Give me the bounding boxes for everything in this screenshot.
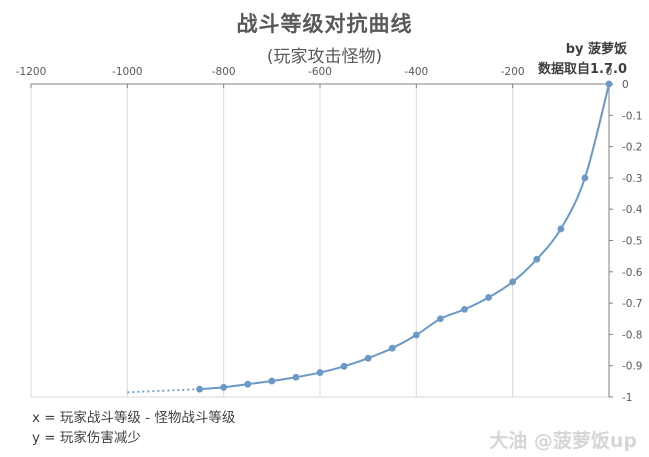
y-definition-note: y = 玩家伤害减少	[32, 430, 141, 446]
data-point	[533, 255, 541, 263]
data-point	[340, 362, 348, 370]
data-point	[461, 305, 468, 313]
axis-notes: x = 玩家战斗等级 - 怪物战斗等级 y = 玩家伤害减少	[32, 408, 235, 448]
data-point	[437, 315, 444, 323]
x-tick-label: -1000	[112, 66, 143, 78]
data-point	[388, 344, 396, 352]
x-tick-label: -1200	[16, 66, 47, 78]
x-tick-label: 0	[606, 66, 613, 78]
data-point	[316, 369, 324, 376]
data-point	[364, 354, 372, 362]
y-tick-label: -0.1	[622, 110, 643, 122]
y-tick-label: -0.5	[622, 236, 643, 248]
y-tick-label: -0.3	[622, 173, 643, 185]
data-point	[605, 80, 613, 88]
y-tick-label: -0.4	[622, 204, 643, 216]
data-point	[485, 294, 492, 301]
y-tick-label: 0	[622, 79, 629, 91]
data-point	[220, 383, 228, 391]
chart-title: 战斗等级对抗曲线	[236, 12, 413, 36]
series-line	[199, 83, 610, 391]
data-point	[581, 174, 589, 182]
y-tick-label: -0.2	[622, 142, 643, 154]
y-tick-label: -1	[622, 392, 632, 404]
author-credit: by 菠萝饭	[565, 42, 627, 57]
x-tick-label: -400	[404, 66, 428, 78]
chart-subtitle: (玩家攻击怪物)	[266, 47, 383, 67]
data-source-credit: 数据取自1.7.0	[537, 62, 627, 77]
data-point	[557, 225, 565, 233]
x-tick-label: -200	[501, 66, 525, 78]
extrapolated-line	[127, 388, 200, 394]
data-point	[268, 377, 276, 385]
y-tick-label: -0.9	[622, 361, 643, 373]
x-definition-note: x = 玩家战斗等级 - 怪物战斗等级	[32, 410, 236, 426]
data-point	[244, 380, 252, 388]
data-point	[292, 373, 300, 381]
data-point	[196, 385, 203, 393]
x-tick-label: -800	[212, 66, 236, 78]
y-tick-label: -0.8	[622, 329, 643, 341]
y-tick-label: -0.7	[622, 298, 643, 310]
y-tick-label: -0.6	[622, 267, 643, 279]
data-point	[509, 278, 517, 286]
watermark: 大油 @菠萝饭up	[489, 430, 637, 452]
data-point	[412, 331, 420, 339]
x-tick-label: -600	[308, 66, 332, 78]
